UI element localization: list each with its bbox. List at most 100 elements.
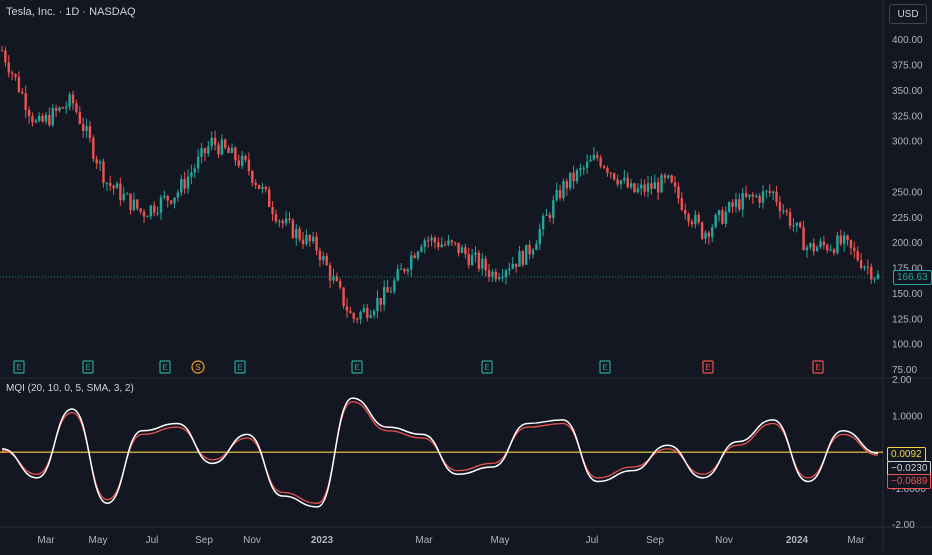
candle-body xyxy=(694,214,697,225)
ind-red-badge: −0.0689 xyxy=(887,474,932,489)
indicator-tick-label: 1.0000 xyxy=(892,411,923,422)
candle-body xyxy=(399,268,403,270)
candle-body xyxy=(707,232,711,237)
earnings-event-icon[interactable] xyxy=(82,360,94,374)
candle-body xyxy=(372,311,376,316)
earnings-event-icon[interactable] xyxy=(234,360,246,374)
candle-body xyxy=(254,182,257,185)
candle-body xyxy=(541,215,545,230)
candle-body xyxy=(112,185,115,189)
event-marker-label: S xyxy=(195,363,200,372)
candle-body xyxy=(700,222,704,239)
earnings-event-icon[interactable] xyxy=(13,360,25,374)
candle-body xyxy=(426,240,430,242)
candle-body xyxy=(420,246,423,252)
candle-body xyxy=(863,266,866,268)
candle-body xyxy=(27,109,31,117)
last-price-badge: 166.63 xyxy=(893,270,932,285)
candle-body xyxy=(54,108,58,111)
candle-body xyxy=(109,182,112,186)
candle-body xyxy=(464,247,467,254)
candle-body xyxy=(788,212,792,226)
split-event-icon[interactable] xyxy=(191,360,205,374)
candle-body xyxy=(765,190,768,192)
candle-body xyxy=(592,154,596,160)
earnings-event-icon[interactable] xyxy=(702,360,714,374)
candle-body xyxy=(792,225,795,227)
time-tick-label: Mar xyxy=(847,535,865,546)
candle-body xyxy=(81,123,85,131)
candle-body xyxy=(41,115,44,122)
earnings-event-icon[interactable] xyxy=(599,360,611,374)
candle-body xyxy=(629,183,633,188)
candle-body xyxy=(146,216,149,218)
earnings-event-icon[interactable] xyxy=(351,360,363,374)
candle-body xyxy=(430,237,433,241)
candle-body xyxy=(684,210,687,215)
time-tick-label: Jul xyxy=(586,535,599,546)
candle-body xyxy=(799,222,802,228)
candle-body xyxy=(697,214,700,223)
candle-body xyxy=(14,73,17,77)
price-tick-label: 300.00 xyxy=(892,137,923,148)
candle-body xyxy=(565,181,569,189)
time-tick-label: Sep xyxy=(195,535,213,546)
candle-body xyxy=(876,274,880,279)
indicator-title[interactable]: MQI (20, 10, 0, 5, SMA, 3, 2) xyxy=(6,383,134,394)
candle-body xyxy=(521,251,525,265)
candle-body xyxy=(612,173,616,180)
candle-body xyxy=(190,172,193,177)
candle-body xyxy=(227,147,230,153)
symbol-title[interactable]: Tesla, Inc. · 1D · NASDAQ xyxy=(6,6,136,18)
candle-body xyxy=(704,232,707,239)
price-tick-label: 75.00 xyxy=(892,365,917,376)
candle-body xyxy=(870,266,873,280)
time-tick-label: 2023 xyxy=(311,535,334,546)
candle-body xyxy=(731,202,734,207)
candle-body xyxy=(257,184,261,189)
candle-body xyxy=(548,214,552,219)
event-marker-label: E xyxy=(354,363,359,372)
earnings-event-icon[interactable] xyxy=(812,360,824,374)
candle-body xyxy=(514,263,518,267)
price-tick-label: 250.00 xyxy=(892,187,923,198)
candle-body xyxy=(264,186,268,190)
candle-body xyxy=(355,318,359,320)
candle-body xyxy=(119,183,122,201)
candle-body xyxy=(802,227,805,251)
candle-body xyxy=(626,177,629,188)
candle-body xyxy=(866,266,870,268)
candle-body xyxy=(156,212,159,214)
indicator-tick-label: -2.00 xyxy=(892,520,915,531)
earnings-event-icon[interactable] xyxy=(481,360,493,374)
candle-body xyxy=(477,252,481,269)
candle-body xyxy=(125,193,129,195)
candle-body xyxy=(805,247,809,251)
candle-body xyxy=(379,298,383,305)
candle-body xyxy=(105,182,109,184)
candle-body xyxy=(291,219,295,239)
candle-body xyxy=(115,183,119,189)
candle-body xyxy=(643,184,646,192)
candle-body xyxy=(58,107,61,111)
candle-body xyxy=(234,147,237,161)
candle-body xyxy=(447,240,450,245)
candle-body xyxy=(606,168,609,173)
candle-body xyxy=(98,161,102,164)
earnings-event-icon[interactable] xyxy=(159,360,171,374)
currency-button[interactable]: USD xyxy=(889,4,927,24)
candle-body xyxy=(836,235,839,254)
candle-body xyxy=(173,197,176,204)
candle-body xyxy=(129,193,132,211)
candle-body xyxy=(169,200,173,204)
candle-body xyxy=(853,247,856,251)
candle-body xyxy=(328,265,332,281)
candle-body xyxy=(274,214,278,222)
event-marker-label: E xyxy=(705,363,710,372)
candle-body xyxy=(88,126,92,138)
candle-body xyxy=(322,255,325,261)
candle-body xyxy=(153,205,156,213)
candle-body xyxy=(518,251,521,267)
